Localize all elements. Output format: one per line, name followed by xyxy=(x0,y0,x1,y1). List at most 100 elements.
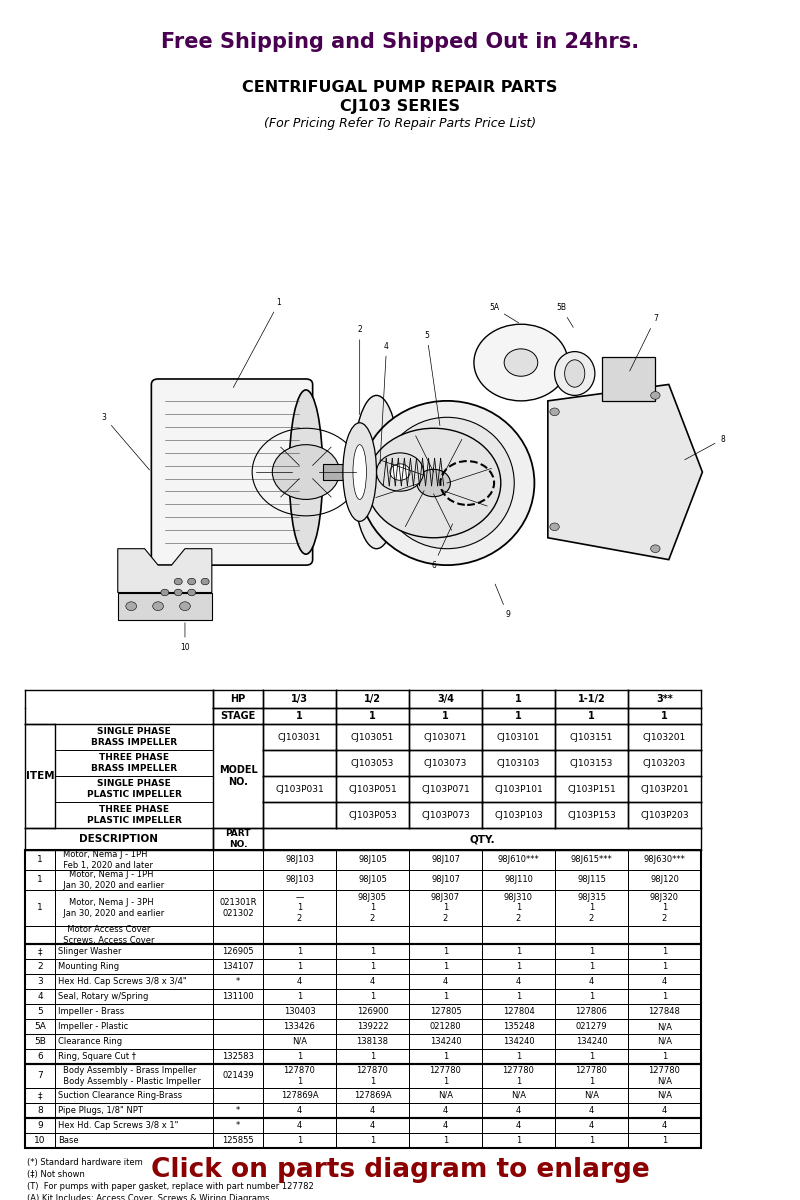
Text: (‡) Not shown: (‡) Not shown xyxy=(27,1170,85,1178)
Circle shape xyxy=(174,589,182,595)
Text: 1: 1 xyxy=(443,992,448,1001)
Text: 130403: 130403 xyxy=(284,1007,315,1016)
Text: CJ103203: CJ103203 xyxy=(643,758,686,768)
Text: CJ103031: CJ103031 xyxy=(278,732,321,742)
Text: CJ103103: CJ103103 xyxy=(497,758,540,768)
Text: CJ103P103: CJ103P103 xyxy=(494,810,543,820)
Text: 135248: 135248 xyxy=(502,1022,534,1031)
Bar xyxy=(25,1064,701,1118)
Text: 98J105: 98J105 xyxy=(358,856,387,864)
Text: 1: 1 xyxy=(662,947,667,956)
Ellipse shape xyxy=(366,439,386,505)
Circle shape xyxy=(504,349,538,377)
Text: Motor, Nema J - 1PH
  Feb 1, 2020 and later: Motor, Nema J - 1PH Feb 1, 2020 and late… xyxy=(58,851,153,870)
Text: 1: 1 xyxy=(443,962,448,971)
Text: 8: 8 xyxy=(37,1106,43,1115)
Ellipse shape xyxy=(353,395,400,548)
Text: 4: 4 xyxy=(516,1106,521,1115)
Circle shape xyxy=(474,324,568,401)
Text: 127806: 127806 xyxy=(575,1007,607,1016)
Text: 1: 1 xyxy=(516,947,521,956)
Text: CJ103P031: CJ103P031 xyxy=(275,785,324,793)
Text: (*) Standard hardware item: (*) Standard hardware item xyxy=(27,1158,142,1166)
Text: THREE PHASE
PLASTIC IMPELLER: THREE PHASE PLASTIC IMPELLER xyxy=(86,805,182,824)
Text: 98J107: 98J107 xyxy=(431,876,460,884)
Circle shape xyxy=(377,452,423,491)
Text: 1: 1 xyxy=(589,962,594,971)
Text: 1: 1 xyxy=(37,876,43,884)
Text: (For Pricing Refer To Repair Parts Price List): (For Pricing Refer To Repair Parts Price… xyxy=(264,118,536,131)
Text: 1: 1 xyxy=(516,1052,521,1061)
Text: 139222: 139222 xyxy=(357,1022,388,1031)
Text: 125855: 125855 xyxy=(222,1136,254,1145)
Text: CJ103P153: CJ103P153 xyxy=(567,810,616,820)
Text: 4: 4 xyxy=(516,977,521,986)
Text: MODEL
NO.: MODEL NO. xyxy=(218,766,258,787)
Text: Impeller - Plastic: Impeller - Plastic xyxy=(58,1022,128,1031)
Text: 2: 2 xyxy=(358,325,362,414)
Text: 127870
1: 127870 1 xyxy=(283,1067,315,1086)
Text: 4: 4 xyxy=(443,977,448,986)
Text: 1: 1 xyxy=(589,1052,594,1061)
Text: 4: 4 xyxy=(662,977,667,986)
Text: 1: 1 xyxy=(37,856,43,864)
Text: Body Assembly - Brass Impeller
  Body Assembly - Plastic Impeller: Body Assembly - Brass Impeller Body Asse… xyxy=(58,1067,201,1086)
Text: N/A: N/A xyxy=(657,1022,672,1031)
Text: 1: 1 xyxy=(516,992,521,1001)
Text: 7: 7 xyxy=(630,314,658,371)
Text: 1: 1 xyxy=(516,962,521,971)
Text: 1: 1 xyxy=(515,710,522,721)
Text: 6: 6 xyxy=(37,1052,43,1061)
Text: 98J105: 98J105 xyxy=(358,876,387,884)
Text: 126905: 126905 xyxy=(222,947,254,956)
Text: 4: 4 xyxy=(662,1106,667,1115)
Text: 98J120: 98J120 xyxy=(650,876,679,884)
Text: 1: 1 xyxy=(589,992,594,1001)
Text: 4: 4 xyxy=(516,1121,521,1130)
Text: ‡: ‡ xyxy=(38,947,42,956)
Text: 10: 10 xyxy=(34,1136,46,1145)
Text: 134240: 134240 xyxy=(576,1037,607,1046)
Text: 98J315
1
2: 98J315 1 2 xyxy=(577,893,606,923)
Text: CENTRIFUGAL PUMP REPAIR PARTS: CENTRIFUGAL PUMP REPAIR PARTS xyxy=(242,79,558,95)
Circle shape xyxy=(188,589,196,595)
Circle shape xyxy=(550,408,559,415)
Text: 127804: 127804 xyxy=(502,1007,534,1016)
Text: 1: 1 xyxy=(297,992,302,1001)
Circle shape xyxy=(272,445,339,499)
Text: 131100: 131100 xyxy=(222,992,254,1001)
Text: 1: 1 xyxy=(369,710,376,721)
Text: ‡: ‡ xyxy=(38,1091,42,1100)
Bar xyxy=(25,850,701,944)
Polygon shape xyxy=(548,384,702,559)
Text: 4: 4 xyxy=(297,977,302,986)
Text: 5A: 5A xyxy=(489,304,518,323)
Text: HP: HP xyxy=(230,694,246,704)
Circle shape xyxy=(126,602,137,611)
Text: 1: 1 xyxy=(443,947,448,956)
Ellipse shape xyxy=(565,360,585,388)
Text: 127870
1: 127870 1 xyxy=(357,1067,389,1086)
Text: 4: 4 xyxy=(589,1121,594,1130)
Text: CJ103153: CJ103153 xyxy=(570,758,613,768)
Text: 1: 1 xyxy=(234,298,282,388)
Text: CJ103051: CJ103051 xyxy=(351,732,394,742)
Text: 4: 4 xyxy=(443,1121,448,1130)
Text: CJ103P053: CJ103P053 xyxy=(348,810,397,820)
Text: 3: 3 xyxy=(37,977,43,986)
Text: 1: 1 xyxy=(662,1052,667,1061)
Text: 5B: 5B xyxy=(556,304,574,328)
Text: 1/2: 1/2 xyxy=(364,694,381,704)
Text: —
1
2: — 1 2 xyxy=(295,893,304,923)
Text: 1: 1 xyxy=(662,992,667,1001)
Text: 98J103: 98J103 xyxy=(285,856,314,864)
Text: 1: 1 xyxy=(516,1136,521,1145)
Text: 98J320
1
2: 98J320 1 2 xyxy=(650,893,679,923)
Circle shape xyxy=(650,391,660,400)
Text: 4: 4 xyxy=(370,1106,375,1115)
Text: 134240: 134240 xyxy=(502,1037,534,1046)
Text: Motor Access Cover
  Screws, Access Cover: Motor Access Cover Screws, Access Cover xyxy=(58,925,154,944)
Text: Mounting Ring: Mounting Ring xyxy=(58,962,119,971)
Text: 021439: 021439 xyxy=(222,1072,254,1080)
Text: CJ103P073: CJ103P073 xyxy=(421,810,470,820)
